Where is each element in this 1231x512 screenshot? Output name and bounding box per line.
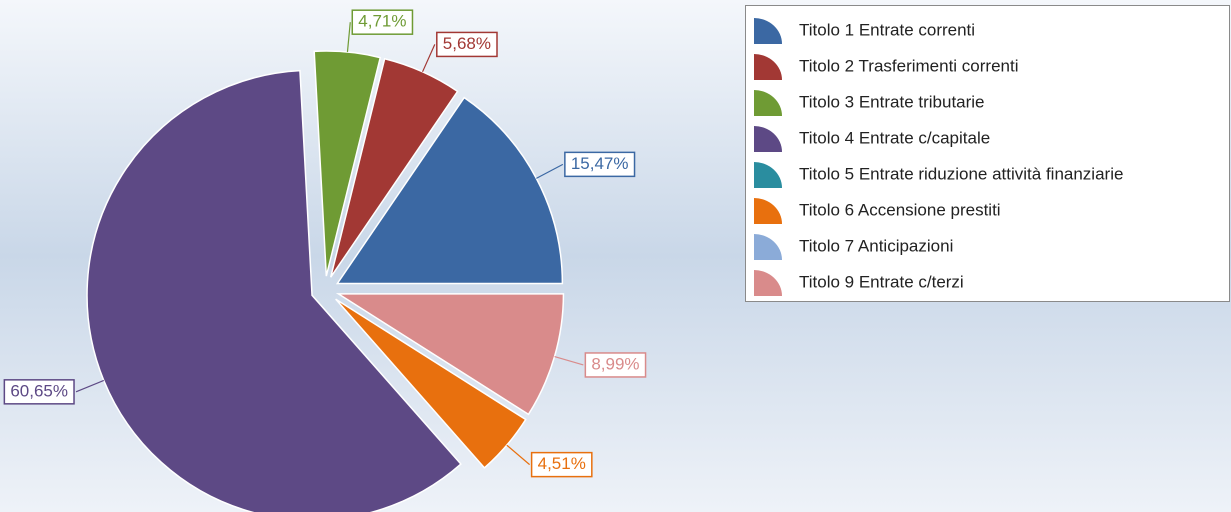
data-label: 60,65% [10,381,68,400]
leader-line [536,163,564,179]
leader-line [422,44,436,73]
data-label-box [564,151,636,178]
leader-line [554,356,584,366]
data-label-box [530,451,593,478]
legend-label: Titolo 4 Entrate c/capitale [799,128,990,147]
pie-slice [335,293,565,416]
legend-label: Titolo 3 Entrate tributarie [799,92,985,111]
legend-swatch [754,54,782,80]
legend-label: Titolo 2 Trasferimenti correnti [799,56,1019,75]
data-label-box [436,31,498,58]
data-label: 15,47% [571,154,629,173]
legend-swatch [754,90,782,116]
legend-swatch [754,198,782,224]
data-label-box [351,9,414,35]
leader-line [346,22,351,53]
data-label: 8,99% [591,354,639,373]
legend-swatch [754,126,782,152]
legend-label: Titolo 1 Entrate correnti [799,20,975,39]
pie-slice [313,50,382,277]
data-label: 5,68% [443,34,491,53]
data-label-box [584,352,647,378]
data-label: 4,71% [358,12,406,31]
legend-label: Titolo 5 Entrate riduzione attività fina… [799,164,1123,183]
leader-line [506,444,531,466]
pie-slice [329,57,459,278]
legend-label: Titolo 7 Anticipazioni [799,236,953,255]
legend-box [745,5,1230,302]
legend-swatch [754,162,782,188]
leader-line [75,379,105,393]
pie-slice [86,69,462,512]
legend-swatch [754,234,782,260]
legend-label: Titolo 6 Accensione prestiti [799,200,1001,219]
legend-label: Titolo 9 Entrate c/terzi [799,272,964,291]
legend-swatch [754,270,782,296]
data-label-box [3,379,75,405]
data-label: 4,51% [538,454,586,473]
legend-swatch [754,18,782,44]
